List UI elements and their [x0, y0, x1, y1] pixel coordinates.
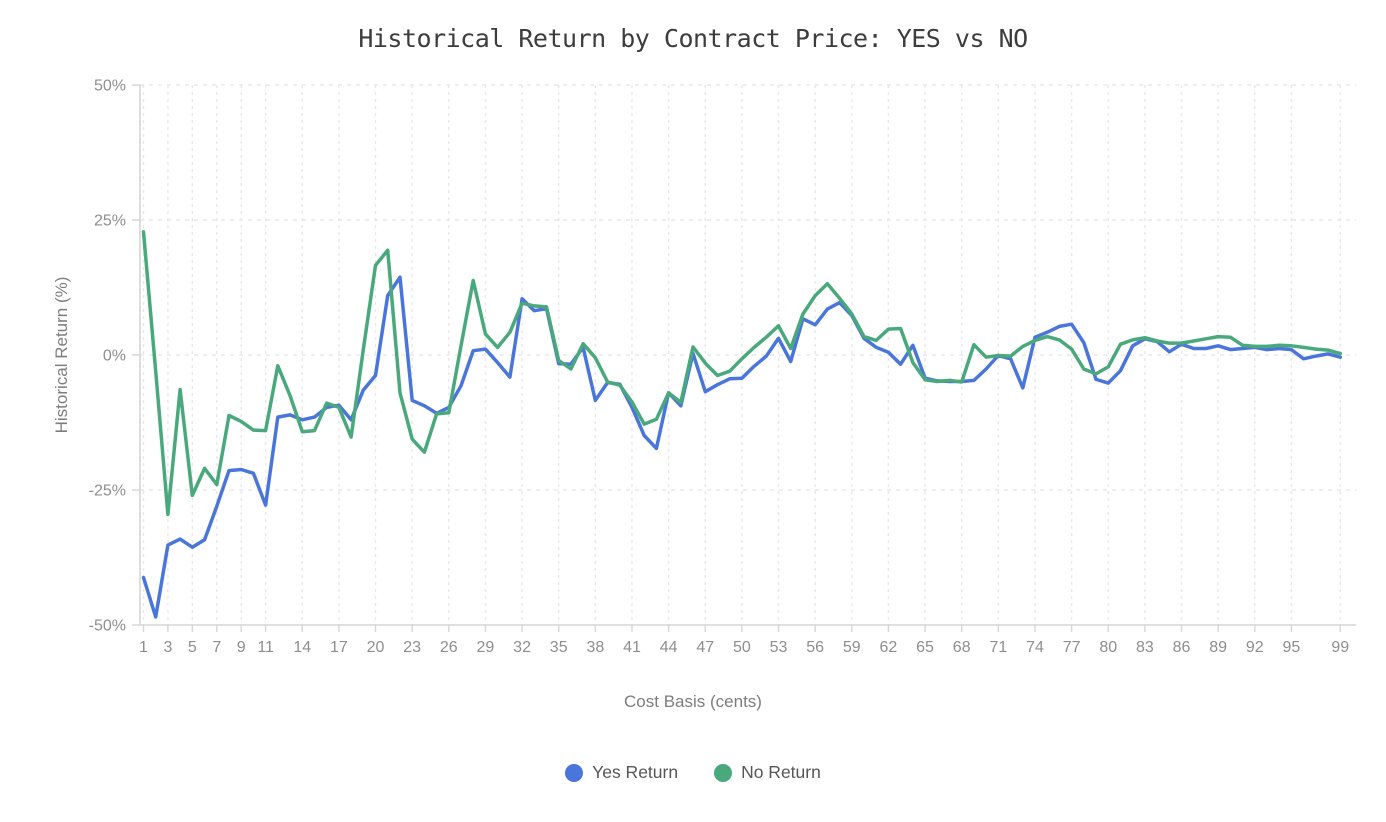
- x-tick-label: 89: [1209, 639, 1227, 656]
- x-tick-label: 77: [1063, 639, 1081, 656]
- x-tick-label: 38: [586, 639, 604, 656]
- x-tick-label: 1: [139, 639, 148, 656]
- x-tick-label: 59: [843, 639, 861, 656]
- x-tick-label: 7: [212, 639, 221, 656]
- x-tick-label: 3: [163, 639, 172, 656]
- no-return-dot-icon: [714, 763, 733, 782]
- gridlines: [140, 84, 1356, 625]
- x-tick-label: 71: [989, 639, 1007, 656]
- x-tick-label: 32: [513, 639, 531, 656]
- series-line-yes-return: [141, 275, 1343, 619]
- y-tick-label: -25%: [89, 483, 126, 500]
- y-tick-label: -50%: [89, 618, 126, 635]
- x-tick-label: 65: [916, 639, 934, 656]
- x-tick-label: 83: [1136, 639, 1154, 656]
- x-tick-label: 11: [257, 639, 274, 656]
- x-tick-label: 23: [403, 639, 421, 656]
- x-tick-label: 80: [1099, 639, 1117, 656]
- y-tick-label: 25%: [94, 213, 126, 230]
- x-tick-label: 47: [696, 639, 714, 656]
- x-tick-label: 26: [440, 639, 458, 656]
- x-axis-title: Cost Basis (cents): [624, 692, 762, 711]
- x-tick-label: 86: [1173, 639, 1191, 656]
- x-tick-label: 41: [623, 639, 641, 656]
- x-tick-label: 50: [733, 639, 751, 656]
- x-tick-label: 53: [770, 639, 788, 656]
- x-tick-label: 74: [1026, 639, 1044, 656]
- series-line-no-return: [141, 230, 1343, 517]
- legend-label: No Return: [741, 762, 821, 782]
- x-tick-label: 68: [953, 639, 971, 656]
- x-tick-label: 14: [293, 639, 311, 656]
- x-tick-label: 95: [1283, 639, 1301, 656]
- tick-labels: 1 3 5 7 9 11 14 17 20 23 26 29 32 35 38 41 44 47 50 53 56 59 6…: [89, 78, 1350, 657]
- chart-title: Historical Return by Contract Price: YES…: [358, 24, 1028, 53]
- x-tick-label: 9: [237, 639, 246, 656]
- x-tick-label: 99: [1331, 639, 1349, 656]
- x-tick-label: 5: [188, 639, 197, 656]
- legend: Yes Return No Return: [0, 762, 1386, 783]
- legend-item-yes-return[interactable]: Yes Return: [565, 762, 678, 783]
- y-tick-label: 0%: [103, 348, 126, 365]
- x-tick-label: 20: [367, 639, 385, 656]
- y-axis-title: Historical Return (%): [52, 276, 71, 434]
- x-tick-label: 29: [477, 639, 495, 656]
- legend-label: Yes Return: [592, 762, 679, 782]
- y-tick-label: 50%: [94, 78, 126, 95]
- x-tick-label: 17: [330, 639, 348, 656]
- legend-item-no-return[interactable]: No Return: [714, 762, 821, 783]
- x-tick-label: 62: [880, 639, 898, 656]
- x-tick-label: 92: [1246, 639, 1264, 656]
- x-tick-label: 44: [660, 639, 678, 656]
- x-tick-label: 35: [550, 639, 568, 656]
- x-tick-label: 56: [806, 639, 824, 656]
- line-chart-canvas: 1 3 5 7 9 11 14 17 20 23 26 29 32 35 38 41 44 47 50 53 56 59 6…: [89, 78, 1356, 657]
- yes-return-dot-icon: [565, 763, 584, 782]
